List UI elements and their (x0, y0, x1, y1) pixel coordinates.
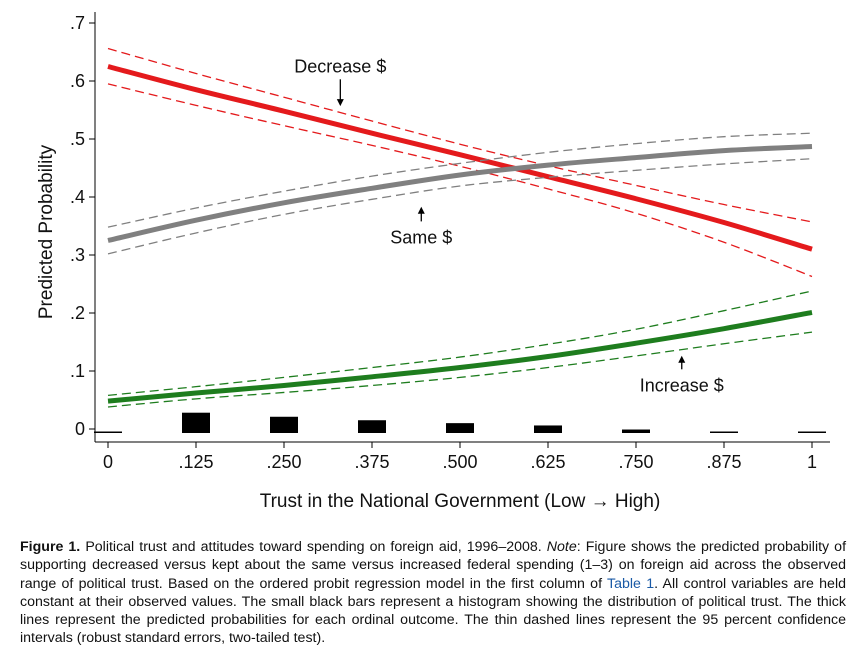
x-axis-title: Trust in the National Government (Low → … (260, 491, 661, 512)
figure-label: Figure 1. (20, 539, 81, 555)
y-tick-label: 0 (75, 419, 85, 439)
x-tick-label: .750 (618, 452, 653, 472)
plot-region (95, 10, 830, 442)
predicted-line (107, 144, 813, 243)
y-axis-title: Predicted Probability (36, 144, 57, 319)
x-tick-label: .625 (530, 452, 565, 472)
histogram-bar (622, 429, 650, 433)
figure-caption: Figure 1. Political trust and attitudes … (20, 538, 846, 648)
ci-lower-line (107, 331, 813, 408)
y-tick-label: .7 (70, 13, 85, 33)
histogram-bar (446, 423, 474, 433)
y-tick-label: .2 (70, 303, 85, 323)
histogram-bar (710, 431, 738, 433)
x-tick-label: .375 (354, 452, 389, 472)
x-axis: 0 .125 .250 .375 .500 .625 .750 .875 1 (95, 441, 830, 472)
ci-upper-line (107, 47, 813, 223)
annotation-label: Increase $ (640, 375, 724, 395)
y-tick-label: .4 (70, 187, 85, 207)
histogram-bar (798, 431, 826, 433)
annotation: Same $ (390, 206, 452, 247)
series-decrease (107, 47, 813, 278)
histogram-bar (534, 425, 562, 433)
ci-upper-line (107, 290, 813, 397)
annotation: Decrease $ (294, 56, 386, 107)
ci-lower-line (107, 83, 813, 278)
series-lines (107, 47, 813, 408)
histogram-bar (182, 412, 210, 433)
x-tick-label: 0 (103, 452, 113, 472)
annotation-label: Same $ (390, 227, 452, 247)
annotation-arrow-head (678, 355, 686, 363)
annotation-arrow-head (417, 206, 425, 214)
y-axis: 0 .1 .2 .3 .4 .5 .6 .7 (70, 12, 96, 442)
y-tick-label: .3 (70, 245, 85, 265)
series-annotations: Decrease $ Same $ Increase $ (294, 56, 724, 395)
ci-lower-line (107, 158, 813, 255)
note-label: Note (546, 539, 577, 555)
figure-title: Political trust and attitudes toward spe… (85, 539, 542, 555)
predicted-line (107, 64, 813, 252)
x-tick-label: .875 (706, 452, 741, 472)
caption-text-part2: . All control variables are held constan… (20, 575, 846, 647)
histogram-bar (94, 431, 122, 433)
annotation: Increase $ (640, 355, 724, 395)
annotation-arrow-head (336, 99, 344, 107)
table-1-link[interactable]: Table 1 (607, 575, 655, 592)
y-tick-label: .6 (70, 71, 85, 91)
annotation-label: Decrease $ (294, 56, 386, 76)
caption-text-part1: : Figure shows the predicted probability… (20, 539, 847, 592)
y-tick-label: .5 (70, 129, 85, 149)
x-tick-label: .125 (178, 452, 213, 472)
series-same (107, 132, 813, 255)
series-increase (107, 290, 813, 408)
predicted-line (107, 309, 813, 404)
histogram-bar (358, 420, 386, 433)
histogram-bar (270, 416, 298, 433)
predicted-probability-chart: 0 .125 .250 .375 .500 .625 .750 .875 1 0 .1 .2 .3 .4… (36, 10, 830, 512)
x-tick-label: 1 (807, 452, 817, 472)
ci-upper-line (107, 132, 813, 228)
x-tick-label: .500 (442, 452, 477, 472)
y-tick-label: .1 (70, 361, 85, 381)
x-tick-label: .250 (266, 452, 301, 472)
histogram-bars (94, 412, 826, 433)
